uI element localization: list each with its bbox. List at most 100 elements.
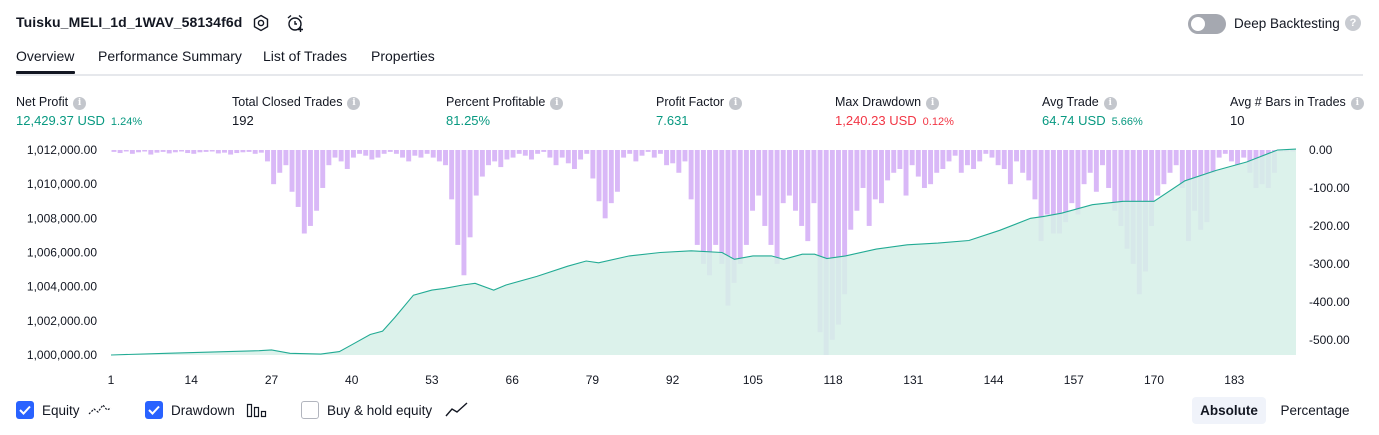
drawdown-bar (829, 150, 835, 340)
drawdown-bar (375, 150, 381, 158)
deep-backtesting-toggle[interactable] (1188, 14, 1226, 34)
drawdown-bar (565, 150, 571, 164)
drawdown-bar (688, 150, 694, 200)
stat-label-text: Max Drawdown (835, 95, 922, 109)
stat-label-text: Avg # Bars in Trades (1230, 95, 1346, 109)
info-icon[interactable]: i (926, 97, 940, 110)
drawdown-bar (989, 150, 995, 158)
absolute-button[interactable]: Absolute (1192, 397, 1266, 424)
drawdown-bar (897, 150, 903, 169)
drawdown-bar (455, 150, 461, 245)
drawdown-bar (1106, 150, 1112, 188)
tab-overview[interactable]: Overview (16, 48, 75, 64)
drawdown-bar (817, 150, 823, 333)
deep-backtesting-label: Deep Backtesting (1234, 16, 1340, 31)
drawdown-bar (516, 150, 522, 154)
drawdown-bar (928, 150, 934, 185)
drawdown-bar (492, 150, 498, 162)
info-icon[interactable]: i (550, 97, 564, 110)
drawdown-bar (805, 150, 811, 242)
drawdown-bar (498, 150, 504, 168)
drawdown-bar (338, 150, 344, 162)
percentage-button[interactable]: Percentage (1280, 403, 1350, 418)
drawdown-bar (614, 150, 620, 192)
drawdown-bar (1228, 150, 1234, 162)
drawdown-bar (627, 150, 633, 154)
drawdown-bar (283, 150, 289, 166)
drawdown-bar (424, 150, 430, 154)
drawdown-bar (117, 150, 123, 154)
info-icon[interactable]: i (1103, 97, 1117, 110)
drawdown-bar (461, 150, 467, 276)
drawdown-bar (228, 150, 234, 155)
drawdown-bar (234, 150, 240, 154)
drawdown-bar (872, 150, 878, 200)
drawdown-bar (1179, 150, 1185, 188)
buy-hold-checkbox[interactable] (301, 401, 319, 419)
drawdown-bar (891, 150, 897, 173)
info-icon[interactable]: i (73, 97, 87, 110)
drawdown-bar (719, 150, 725, 264)
right-axis-tick: -300.00 (1309, 257, 1350, 271)
right-axis-tick: -400.00 (1309, 295, 1350, 309)
drawdown-bar (983, 150, 989, 154)
right-axis-tick: -200.00 (1309, 219, 1350, 233)
drawdown-bar (1001, 150, 1007, 169)
drawdown-bar (129, 150, 135, 154)
tab-performance-summary[interactable]: Performance Summary (98, 48, 242, 64)
drawdown-bar (160, 150, 166, 152)
stat-label: Percent Profitable i (446, 95, 564, 110)
drawdown-bar (387, 150, 393, 152)
drawdown-bar (172, 150, 178, 153)
stat-label: Max Drawdown i (835, 95, 940, 110)
equity-drawdown-chart: 1,012,000.00 1,010,000.00 1,008,000.00 1,00… (27, 143, 1350, 387)
drawdown-bar (191, 150, 197, 154)
drawdown-bar (320, 150, 326, 188)
drawdown-bar (1118, 150, 1124, 226)
drawdown-bar (664, 150, 670, 166)
drawdown-bar (222, 150, 227, 153)
drawdown-bar (277, 150, 283, 173)
drawdown-bar (700, 150, 706, 264)
info-icon[interactable]: i (347, 97, 361, 110)
equity-checkbox[interactable] (16, 401, 34, 419)
stat-value: 192 (232, 113, 254, 128)
drawdown-bar (1075, 150, 1081, 215)
drawdown-bar (271, 150, 277, 185)
drawdown-bar (1081, 150, 1087, 185)
drawdown-bar (154, 150, 160, 153)
stat-label-text: Percent Profitable (446, 95, 546, 109)
drawdown-bar (903, 150, 909, 196)
drawdown-bar (136, 150, 141, 153)
stat-value-text: 81.25% (446, 113, 491, 128)
add-alert-icon[interactable] (285, 13, 305, 33)
drawdown-bar (541, 150, 547, 152)
drawdown-checkbox[interactable] (145, 401, 163, 419)
tab-list-of-trades[interactable]: List of Trades (263, 48, 348, 64)
drawdown-bar (842, 150, 848, 295)
drawdown-bar (750, 150, 755, 211)
stat-label-text: Total Closed Trades (232, 95, 343, 109)
help-icon[interactable]: ? (1345, 15, 1361, 31)
drawdown-bar (1069, 150, 1075, 204)
drawdown-bar (166, 150, 172, 154)
drawdown-bar (1100, 150, 1105, 166)
info-icon[interactable]: i (729, 97, 743, 110)
drawdown-bar (406, 150, 412, 162)
drawdown-bar (860, 150, 866, 188)
stat-value-text: 64.74 USD (1042, 113, 1106, 128)
drawdown-bar (1124, 150, 1130, 249)
drawdown-bar (762, 150, 768, 226)
drawdown-bar (1020, 150, 1026, 173)
drawdown-bar (111, 150, 117, 152)
settings-icon[interactable] (251, 13, 271, 33)
left-axis-tick: 1,000,000.00 (27, 348, 97, 362)
info-icon[interactable]: i (1350, 97, 1364, 110)
drawdown-bar (756, 150, 762, 196)
drawdown-bar (430, 150, 436, 158)
drawdown-bar (1007, 150, 1013, 185)
tab-properties[interactable]: Properties (371, 48, 435, 64)
drawdown-bar (467, 150, 473, 238)
drawdown-bar (596, 150, 602, 202)
drawdown-bar (1026, 150, 1032, 181)
